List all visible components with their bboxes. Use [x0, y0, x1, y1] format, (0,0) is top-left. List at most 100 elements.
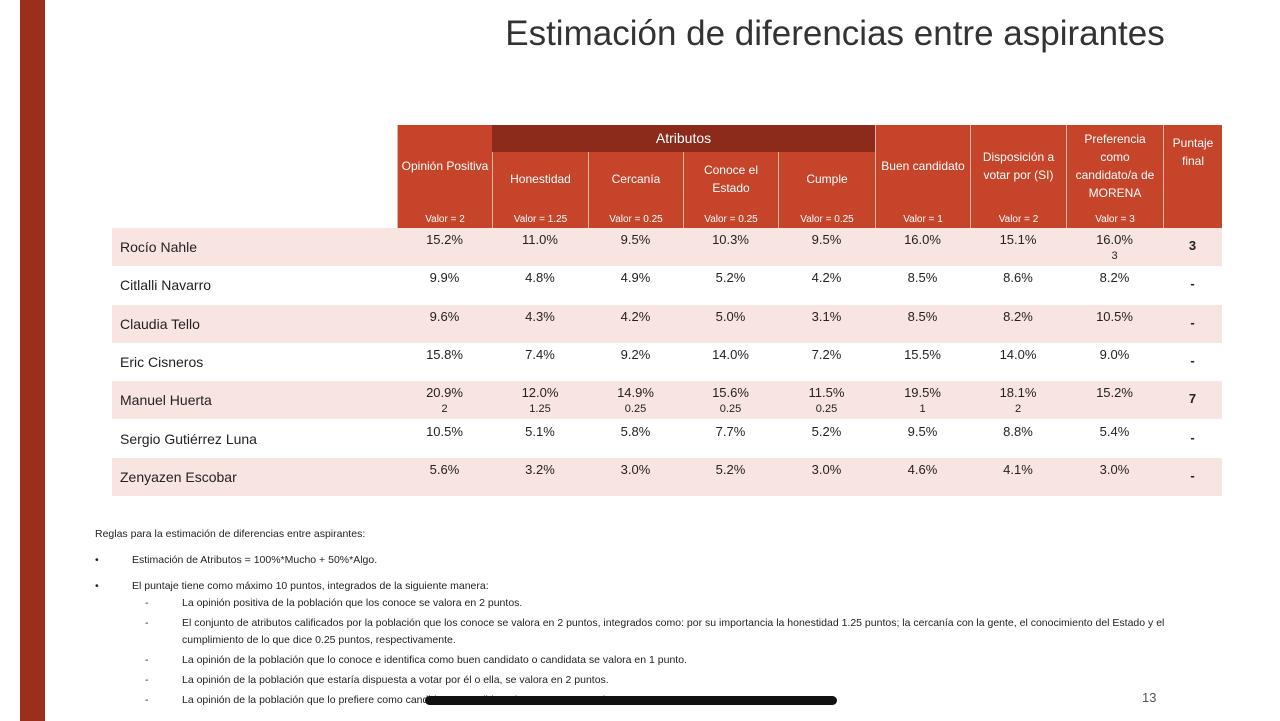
cell-value: 15.6%	[712, 385, 749, 401]
cell-value: 5.2%	[811, 423, 842, 439]
cell-value: 4.1%	[1003, 461, 1033, 477]
header-weight: Valor = 2	[425, 214, 465, 225]
cell-value: 11.0%	[522, 232, 558, 247]
cell-value: 5.2%	[715, 270, 746, 286]
cell-value: 9.6%	[429, 308, 460, 324]
cell-value: 8.5%	[907, 270, 938, 286]
candidate-name: Sergio Gutiérrez Luna	[120, 430, 257, 447]
cell-value: 9.5%	[811, 232, 842, 247]
cell-value: 4.6%	[907, 461, 938, 477]
cell-value: 15.5%	[904, 346, 941, 362]
cell-value: 18.1%	[999, 385, 1037, 401]
notes: Reglas para la estimación de diferencias…	[95, 528, 1225, 709]
header-cell: Conoce el Estado Valor = 0.25	[683, 152, 778, 228]
slide-title: Estimación de diferencias entre aspirant…	[505, 14, 1165, 53]
header-cell: Honestidad Valor = 1.25	[492, 152, 588, 228]
cell-value: 9.5%	[620, 232, 651, 247]
cell-value: 12.0%	[521, 385, 559, 401]
header-cell: Buen candidato Valor = 1	[875, 125, 970, 228]
cell-value: 7.7%	[715, 423, 746, 439]
final-score: -	[1190, 314, 1195, 330]
cell-value: 8.5%	[907, 308, 938, 324]
header-weight: Valor = 1	[903, 214, 943, 225]
cell-value: 5.0%	[715, 308, 746, 324]
cell-value: 3.1%	[811, 308, 842, 324]
cell-points: 1.25	[529, 403, 551, 416]
cell-value: 20.9%	[426, 385, 463, 401]
header-cell: Cumple Valor = 0.25	[778, 152, 875, 228]
notes-heading: Reglas para la estimación de diferencias…	[95, 528, 366, 540]
cell-value: 15.2%	[1096, 385, 1133, 401]
cell-value: 11.5%	[808, 385, 845, 401]
final-score: -	[1190, 429, 1195, 445]
final-score: -	[1190, 467, 1195, 483]
cell-points: 0.25	[815, 403, 838, 416]
header-weight: Valor = 0.25	[704, 214, 758, 225]
table-row: Eric Cisneros 15.8% 7.4% 9.2% 14.0% 7.2% 15.5%…	[112, 343, 1222, 381]
bullet: El puntaje tiene como máximo 10 puntos, …	[95, 580, 1225, 592]
candidate-name: Zenyazen Escobar	[120, 468, 237, 485]
cell-value: 19.5%	[904, 385, 941, 401]
cell-value: 5.4%	[1099, 423, 1130, 439]
cell-value: 9.2%	[620, 346, 651, 362]
cell-value: 3.0%	[811, 461, 842, 477]
cell-value: 9.9%	[429, 270, 460, 286]
cell-value: 8.2%	[1099, 270, 1130, 286]
header-weight: Valor = 1.25	[513, 214, 568, 225]
side-stripe	[20, 0, 45, 721]
header-label: Disposición a votar por (SI)	[982, 149, 1055, 182]
final-score: -	[1190, 276, 1195, 292]
cell-value: 5.6%	[429, 461, 460, 477]
cell-value: 3.0%	[1099, 461, 1130, 477]
header-label: Buen candidato	[881, 158, 965, 173]
cell-value: 4.2%	[811, 270, 842, 286]
final-score: 7	[1188, 391, 1197, 407]
sub-item: La opinión de la población que estaría d…	[95, 672, 1225, 689]
cell-points: 0.25	[719, 403, 742, 416]
cell-points: 2	[1014, 403, 1022, 416]
cell-value: 5.1%	[525, 423, 555, 439]
cell-value: 7.4%	[525, 346, 555, 362]
sub-item: La opinión de la población que lo conoce…	[95, 652, 1225, 669]
cell-value: 5.2%	[715, 461, 746, 477]
cell-value: 3.2%	[525, 461, 555, 477]
table-row: Rocío Nahle 15.2% 11.0% 9.5% 10.3% 9.5% 16.0% 1…	[112, 228, 1222, 266]
cell-value: 9.5%	[907, 423, 938, 439]
cell-points: 3	[1111, 250, 1118, 262]
cell-value: 8.2%	[1003, 308, 1033, 324]
header-cell: Opinión Positiva Valor = 2	[397, 125, 492, 228]
table-row: Citlalli Navarro 9.9% 4.8% 4.9% 5.2% 4.2% 8.5%…	[112, 266, 1222, 304]
cell-value: 8.6%	[1003, 270, 1033, 286]
cell-value: 5.8%	[620, 423, 651, 439]
cell-value: 4.8%	[525, 270, 555, 286]
cell-value: 10.3%	[712, 232, 749, 247]
candidate-name: Eric Cisneros	[120, 353, 204, 370]
cell-points: 1	[919, 403, 926, 416]
cell-value: 3.0%	[620, 461, 651, 477]
table-row: Claudia Tello 9.6% 4.3% 4.2% 5.0% 3.1% 8.5% 8.2…	[112, 304, 1222, 343]
header-label: Honestidad	[510, 172, 571, 186]
header-label: Conoce el Estado	[703, 163, 759, 195]
bullet: Estimación de Atributos = 100%*Mucho + 5…	[95, 554, 1225, 566]
cell-value: 8.8%	[1003, 423, 1033, 439]
header-weight: Valor = 3	[1095, 214, 1135, 225]
cell-value: 14.9%	[617, 385, 654, 401]
table-row: Zenyazen Escobar 5.6% 3.2% 3.0% 5.2% 3.0% 4.6%…	[112, 457, 1222, 496]
candidate-name: Rocío Nahle	[120, 239, 198, 255]
cell-value: 4.9%	[620, 270, 651, 286]
group-header: Atributos	[492, 125, 875, 152]
table-row: Sergio Gutiérrez Luna 10.5% 5.1% 5.8% 7.7% 5.…	[112, 420, 1222, 458]
cell-value: 15.1%	[999, 232, 1037, 247]
cell-points: 0.25	[624, 403, 647, 416]
table-row: Manuel Huerta 20.9% 2 12.0% 1.25 14.9% 0.25 15.…	[112, 381, 1222, 420]
candidate-name: Manuel Huerta	[120, 392, 212, 409]
candidate-name: Citlalli Navarro	[120, 277, 212, 294]
cell-value: 4.2%	[620, 308, 651, 324]
home-indicator	[425, 696, 837, 705]
cell-value: 9.0%	[1099, 346, 1130, 362]
header-weight: Valor = 0.25	[609, 214, 663, 225]
cell-value: 14.0%	[712, 346, 749, 362]
header-cell: Puntaje final	[1163, 125, 1222, 228]
cell-value: 16.0%	[904, 232, 941, 247]
